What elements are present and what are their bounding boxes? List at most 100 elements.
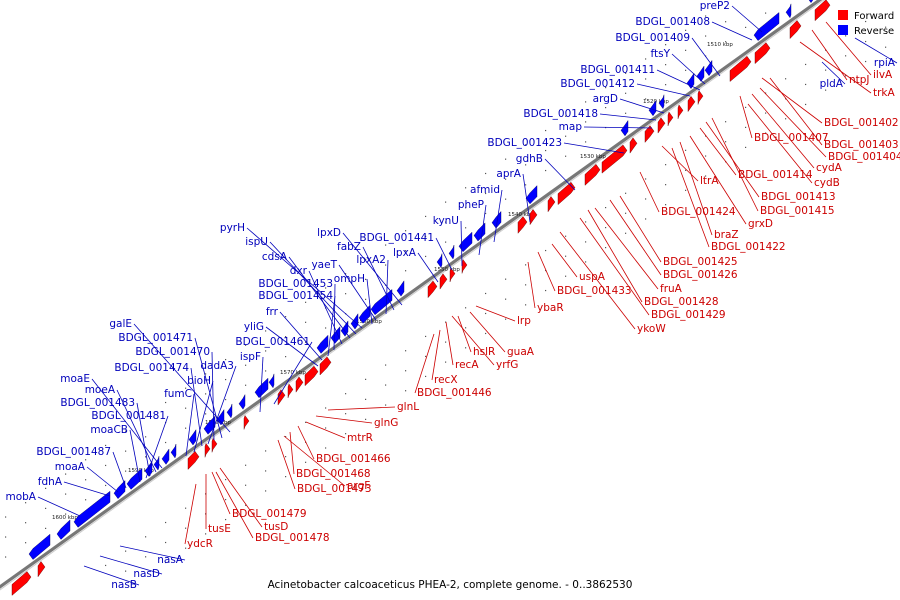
- gene-label-bdgl-001487[interactable]: BDGL_001487: [36, 446, 111, 458]
- gene-label-ybar[interactable]: ybaR: [537, 302, 564, 314]
- gene-label-lpxd[interactable]: lpxD: [317, 227, 341, 239]
- gene-label-cydb[interactable]: cydB: [814, 177, 840, 189]
- gene-label-bdgl-001481[interactable]: BDGL_001481: [91, 410, 166, 422]
- gene-label-mtrr[interactable]: mtrR: [347, 432, 373, 444]
- gene-label-bdgl-001411[interactable]: BDGL_001411: [580, 64, 655, 76]
- gene-label-lpxa[interactable]: lpxA: [393, 247, 417, 259]
- gene-label-bdgl-001479[interactable]: BDGL_001479: [232, 508, 307, 520]
- gene-label-nasb[interactable]: nasB: [111, 579, 137, 591]
- gene-label-moaa[interactable]: moaA: [55, 461, 86, 473]
- gene-label-glng[interactable]: glnG: [374, 417, 398, 429]
- gene-label-grxd[interactable]: grxD: [748, 218, 773, 230]
- gene-label-uspa[interactable]: uspA: [579, 271, 606, 283]
- gene-label-afmid[interactable]: afmid: [470, 184, 500, 196]
- gene-label-ilva[interactable]: ilvA: [873, 69, 893, 81]
- gene-label-bdgl-001423[interactable]: BDGL_001423: [487, 137, 562, 149]
- gene-label-bioh[interactable]: bioH: [187, 375, 211, 387]
- grid-dot: [785, 118, 787, 120]
- gene-label-kynu[interactable]: kynU: [433, 215, 459, 227]
- gene-label-bdgl-001418[interactable]: BDGL_001418: [523, 108, 598, 120]
- gene-label-bdgl-001433[interactable]: BDGL_001433: [557, 285, 632, 297]
- gene-label-bdgl-001468[interactable]: BDGL_001468: [296, 468, 371, 480]
- gene-label-moba[interactable]: mobA: [5, 491, 36, 503]
- gene-label-ltra[interactable]: ltrA: [700, 175, 719, 187]
- gene-label-hslr[interactable]: hslR: [473, 346, 495, 358]
- gene-label-bdgl-001402[interactable]: BDGL_001402: [824, 117, 899, 129]
- gene-label-bdgl-001413[interactable]: BDGL_001413: [761, 191, 836, 203]
- gene-label-bdgl-001414[interactable]: BDGL_001414: [738, 169, 813, 181]
- gene-label-frua[interactable]: fruA: [660, 283, 683, 295]
- gene-label-bdgl-001446[interactable]: BDGL_001446: [417, 387, 492, 399]
- gene-label-bdgl-001429[interactable]: BDGL_001429: [651, 309, 726, 321]
- gene-label-moea[interactable]: moeA: [85, 384, 116, 396]
- gene-label-frr[interactable]: frr: [266, 306, 279, 318]
- gene-label-bdgl-001453[interactable]: BDGL_001453: [258, 278, 333, 290]
- gene-label-moacb[interactable]: moaCB: [90, 424, 128, 436]
- gene-label-bdgl-001404[interactable]: BDGL_001404: [828, 151, 900, 163]
- gene-label-dxr[interactable]: dxr: [290, 265, 308, 277]
- gene-label-ftsy[interactable]: ftsY: [650, 48, 670, 60]
- gene-label-bdgl-001424[interactable]: BDGL_001424: [661, 206, 736, 218]
- gene-label-bdgl-001403[interactable]: BDGL_001403: [824, 139, 899, 151]
- gene-label-guaa[interactable]: guaA: [507, 346, 535, 358]
- gene-label-trka[interactable]: trkA: [873, 87, 896, 99]
- gene-label-ykow[interactable]: ykoW: [637, 323, 666, 335]
- gene-label-bdgl-001422[interactable]: BDGL_001422: [711, 241, 786, 253]
- gene-label-nasd[interactable]: nasD: [133, 568, 160, 580]
- gene-label-nasa[interactable]: nasA: [157, 554, 184, 566]
- gene-label-cdsa[interactable]: cdsA: [262, 251, 288, 263]
- gene-label-ntpj[interactable]: ntpJ: [849, 74, 870, 86]
- gene-label-apra[interactable]: aprA: [496, 168, 521, 180]
- gene-label-tusd[interactable]: tusD: [264, 521, 288, 533]
- gene-label-omph[interactable]: ompH: [334, 273, 365, 285]
- gene-label-plda[interactable]: pldA: [820, 78, 844, 90]
- gene-label-pyrh[interactable]: pyrH: [220, 222, 245, 234]
- gene-label-lpxa2[interactable]: lpxA2: [356, 254, 386, 266]
- gene-label-moae[interactable]: moaE: [60, 373, 90, 385]
- gene-label-cyda[interactable]: cydA: [816, 162, 843, 174]
- gene-label-glnl[interactable]: glnL: [397, 401, 419, 413]
- gene-label-map[interactable]: map: [559, 121, 583, 133]
- gene-label-ispf[interactable]: ispF: [240, 351, 261, 363]
- gene-label-ylig[interactable]: yliG: [244, 321, 264, 333]
- gene-label-bdgl-001483[interactable]: BDGL_001483: [60, 397, 135, 409]
- gene-label-bdgl-001415[interactable]: BDGL_001415: [760, 205, 835, 217]
- gene-label-bdgl-001441[interactable]: BDGL_001441: [359, 232, 434, 244]
- gene-label-bdgl-001466[interactable]: BDGL_001466: [316, 453, 391, 465]
- gene-label-rpia[interactable]: rpiA: [874, 57, 896, 69]
- gene-label-bdgl-001470[interactable]: BDGL_001470: [135, 346, 210, 358]
- gene-label-bdgl-001474[interactable]: BDGL_001474: [114, 362, 189, 374]
- gene-label-braz[interactable]: braZ: [714, 229, 739, 241]
- gene-label-yaet[interactable]: yaeT: [311, 259, 337, 271]
- gene-label-fdha[interactable]: fdhA: [38, 476, 63, 488]
- gene-label-bdgl-001471[interactable]: BDGL_001471: [118, 332, 193, 344]
- gene-label-fabz[interactable]: fabZ: [337, 241, 361, 253]
- gene-label-bdgl-001478[interactable]: BDGL_001478: [255, 532, 330, 544]
- gene-label-ispu[interactable]: ispU: [245, 236, 268, 248]
- gene-label-bdgl-001428[interactable]: BDGL_001428: [644, 296, 719, 308]
- gene-label-phep[interactable]: pheP: [458, 199, 484, 211]
- gene-label-bdgl-001409[interactable]: BDGL_001409: [615, 32, 690, 44]
- gene-label-bdgl-001426[interactable]: BDGL_001426: [663, 269, 738, 281]
- grid-dot: [645, 98, 647, 100]
- gene-label-argf[interactable]: argF: [347, 480, 370, 492]
- gene-label-bdgl-001473[interactable]: BDGL_001473: [297, 483, 372, 495]
- gene-label-bdgl-001454[interactable]: BDGL_001454: [258, 290, 333, 302]
- gene-label-bdgl-001408[interactable]: BDGL_001408: [635, 16, 710, 28]
- gene-label-lrp[interactable]: lrp: [517, 315, 531, 327]
- gene-label-bdgl-001461[interactable]: BDGL_001461: [235, 336, 310, 348]
- gene-label-recx[interactable]: recX: [434, 374, 458, 386]
- gene-label-reca[interactable]: recA: [455, 359, 479, 371]
- gene-label-argd[interactable]: argD: [593, 93, 618, 105]
- gene-label-bdgl-001407[interactable]: BDGL_001407: [754, 132, 829, 144]
- gene-label-bdgl-001412[interactable]: BDGL_001412: [560, 78, 635, 90]
- gene-label-prep2[interactable]: preP2: [700, 0, 730, 12]
- gene-label-gale[interactable]: galE: [109, 318, 132, 330]
- gene-label-gdhb[interactable]: gdhB: [516, 153, 543, 165]
- gene-label-fumc[interactable]: fumC: [164, 388, 192, 400]
- gene-label-tuse[interactable]: tusE: [208, 523, 231, 535]
- gene-label-yrfg[interactable]: yrfG: [496, 359, 518, 371]
- gene-label-dada3[interactable]: dadA3: [200, 360, 234, 372]
- gene-label-ydcr[interactable]: ydcR: [187, 538, 213, 550]
- gene-label-bdgl-001425[interactable]: BDGL_001425: [663, 256, 738, 268]
